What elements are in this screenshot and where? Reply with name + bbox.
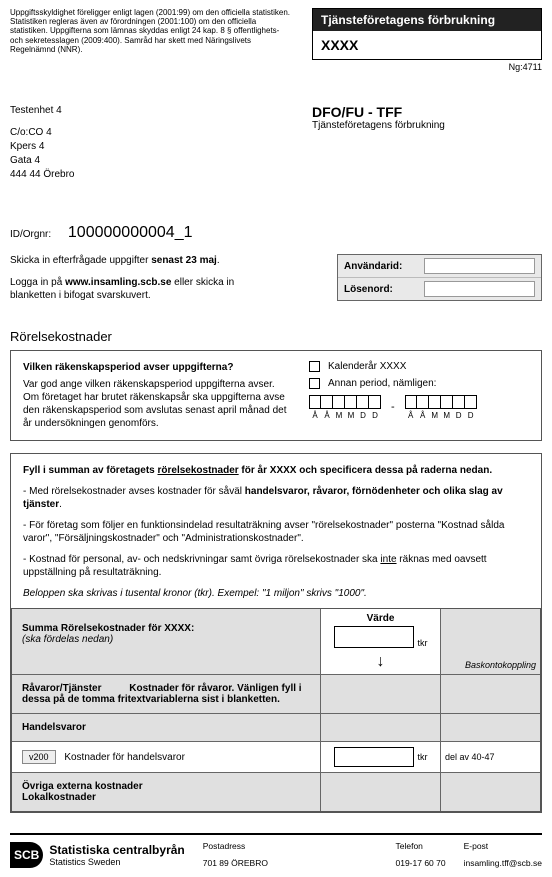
row-title: Råvaror/Tjänster xyxy=(22,683,101,694)
table-row-ovriga: Övriga externa kostnader Lokalkostnader xyxy=(12,772,540,811)
legal-disclaimer: Uppgiftsskyldighet föreligger enligt lag… xyxy=(10,8,290,54)
tkr-label: tkr xyxy=(418,638,428,648)
recipient-code: DFO/FU - TFF xyxy=(312,104,542,120)
varde-cell: Värde tkr ↓ xyxy=(320,609,440,674)
varde-label: Värde xyxy=(367,613,395,624)
footer: SCB Statistiska centralbyrån Statistics … xyxy=(10,833,542,869)
footer-post: Postadress 701 89 ÖREBRO xyxy=(203,841,268,869)
addr-postal: 444 44 Örebro xyxy=(10,168,75,182)
ng-code: Ng:4711 xyxy=(312,62,542,72)
section-title: Rörelsekostnader xyxy=(10,329,542,344)
baskonto-header: Baskontokoppling xyxy=(440,609,540,674)
recipient-sub: Tjänsteföretagens förbrukning xyxy=(312,120,542,131)
addr-name: Testenhet 4 xyxy=(10,104,75,118)
instructions-box: Fyll i summan av företagets rörelsekostn… xyxy=(10,453,542,813)
logo: SCB Statistiska centralbyrån Statistics … xyxy=(10,842,185,868)
checkbox-label: Annan period, nämligen: xyxy=(328,378,436,389)
login-pass-input[interactable] xyxy=(424,281,535,297)
form-title: Tjänsteföretagens förbrukning xyxy=(313,9,541,31)
login-box: Användarid: Lösenord: xyxy=(337,254,542,301)
checkbox-label: Kalenderår XXXX xyxy=(328,361,406,372)
title-box: Tjänsteföretagens förbrukning XXXX xyxy=(312,8,542,60)
row-ref: del av 40-47 xyxy=(440,742,540,772)
row-text: Kostnader för handelsvaror xyxy=(64,752,185,763)
instr-p1: - Med rörelsekostnader avses kostnader f… xyxy=(23,485,529,511)
date-from[interactable]: ÅÅMMDD xyxy=(309,395,381,420)
addr-gata: Gata 4 xyxy=(10,154,75,168)
logo-text-main: Statistiska centralbyrån xyxy=(49,843,184,857)
recipient-block: DFO/FU - TFF Tjänsteföretagens förbrukni… xyxy=(312,104,542,182)
login-user-input[interactable] xyxy=(424,258,535,274)
submit-instructions: Skicka in efterfrågade uppgifter senast … xyxy=(10,254,260,303)
checkbox-calendar-year[interactable]: Kalenderår XXXX xyxy=(309,361,529,372)
logo-badge: SCB xyxy=(10,842,43,868)
table-row-handelsvaror: v200 Kostnader för handelsvaror tkr del … xyxy=(12,741,540,772)
row-title: Övriga externa kostnader xyxy=(22,781,310,792)
date-to[interactable]: ÅÅMMDD xyxy=(405,395,477,420)
id-orgnr: ID/Orgnr: 100000000004_1 xyxy=(10,224,542,242)
arrow-down-icon: ↓ xyxy=(377,654,385,670)
addr-co: C/o:CO 4 xyxy=(10,126,75,140)
table-row-ravaror: Råvaror/Tjänster Kostnader för råvaror. … xyxy=(12,674,540,713)
date-range: ÅÅMMDD - ÅÅMMDD xyxy=(309,395,529,420)
row-subtitle: Lokalkostnader xyxy=(22,792,310,803)
login-user-label: Användarid: xyxy=(344,261,424,272)
id-value: 100000000004_1 xyxy=(68,224,193,241)
handelsvaror-input[interactable] xyxy=(334,747,414,767)
period-question: Vilken räkenskapsperiod avser uppgiftern… xyxy=(23,361,293,374)
checkbox-other-period[interactable]: Annan period, nämligen: xyxy=(309,378,529,389)
login-pass-label: Lösenord: xyxy=(344,284,424,295)
row-title: Handelsvaror xyxy=(12,714,320,741)
footer-tel: Telefon 019-17 60 70 xyxy=(395,841,445,869)
period-box: Vilken räkenskapsperiod avser uppgiftern… xyxy=(10,350,542,441)
form-year: XXXX xyxy=(313,31,541,59)
row-code: v200 xyxy=(22,750,56,764)
cost-table: Summa Rörelsekostnader för XXXX: (ska fö… xyxy=(11,608,541,812)
instr-p2: - För företag som följer en funktionsind… xyxy=(23,519,529,545)
table-row-handelsvaror-head: Handelsvaror xyxy=(12,713,540,741)
instr-p3: - Kostnad för personal, av- och nedskriv… xyxy=(23,553,529,579)
checkbox-icon xyxy=(309,361,320,372)
address-block: Testenhet 4 C/o:CO 4 Kpers 4 Gata 4 444 … xyxy=(10,104,75,182)
addr-kpers: Kpers 4 xyxy=(10,140,75,154)
instr-lead: Fyll i summan av företagets rörelsekostn… xyxy=(23,464,529,477)
summa-input[interactable] xyxy=(334,626,414,648)
logo-text-sub: Statistics Sweden xyxy=(49,857,184,867)
summa-cell: Summa Rörelsekostnader för XXXX: (ska fö… xyxy=(12,609,320,674)
tkr-label: tkr xyxy=(418,752,428,762)
period-text: Var god ange vilken räkenskapsperiod upp… xyxy=(23,378,293,430)
checkbox-icon xyxy=(309,378,320,389)
dash-icon: - xyxy=(391,401,395,413)
id-label: ID/Orgnr: xyxy=(10,229,51,240)
instr-note: Beloppen ska skrivas i tusental kronor (… xyxy=(23,587,529,600)
footer-epost: E-post insamling.tff@scb.se xyxy=(464,841,542,869)
